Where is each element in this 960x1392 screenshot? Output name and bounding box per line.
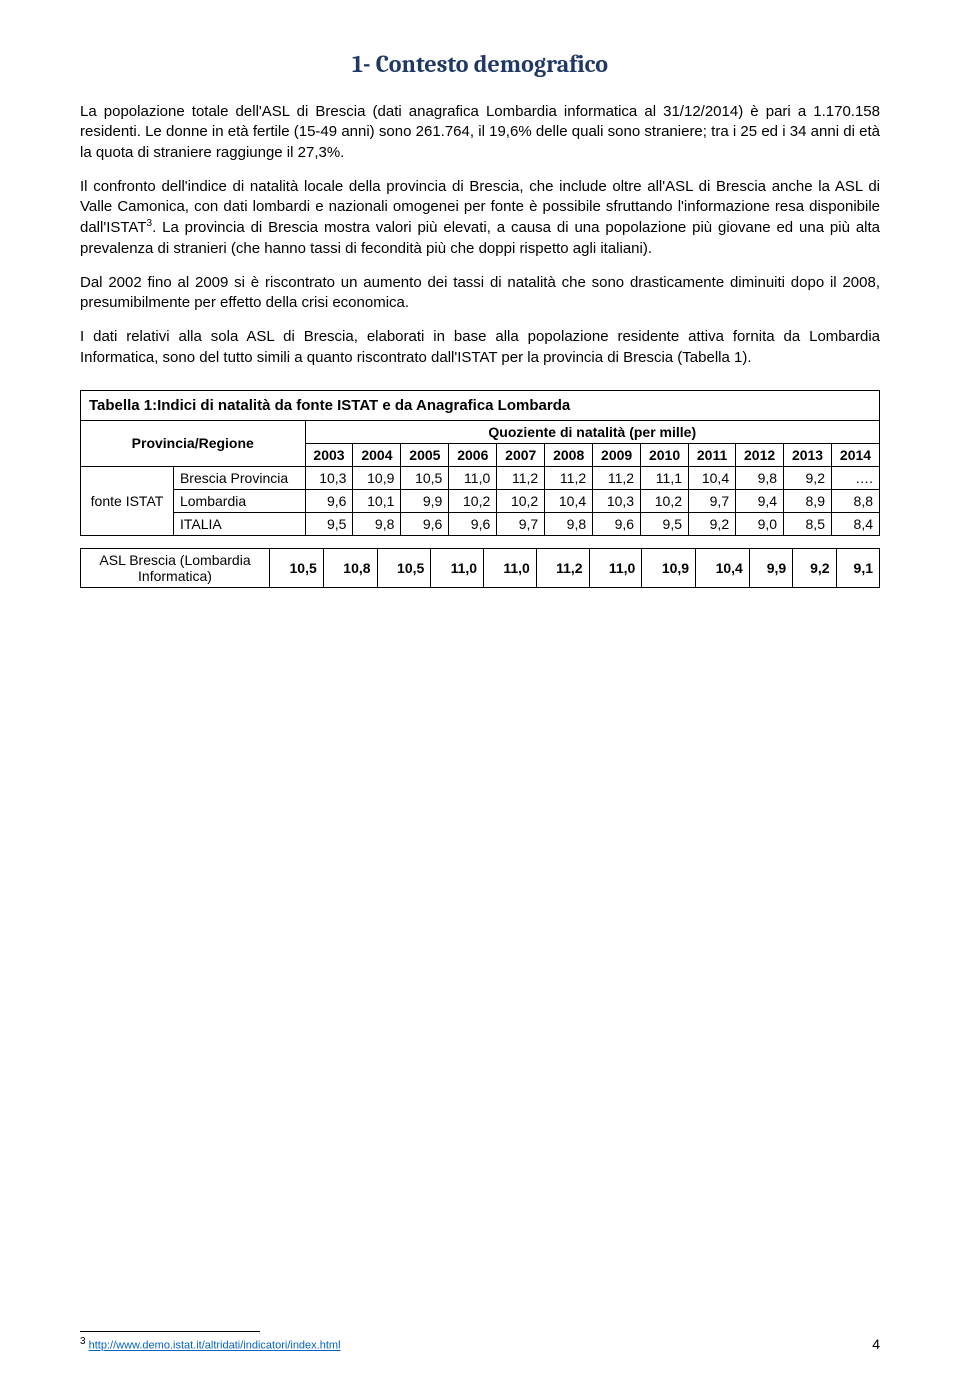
- year-cell: 2005: [401, 443, 449, 466]
- data-cell: 9,9: [401, 489, 449, 512]
- table-row: Lombardia 9,6 10,1 9,9 10,2 10,2 10,4 10…: [81, 489, 880, 512]
- data-cell: 9,8: [353, 512, 401, 535]
- data-cell: 9,5: [641, 512, 689, 535]
- data-cell: 11,0: [484, 548, 537, 587]
- year-cell: 2010: [641, 443, 689, 466]
- data-cell: 10,4: [545, 489, 593, 512]
- data-cell: 9,8: [545, 512, 593, 535]
- data-cell: 10,2: [641, 489, 689, 512]
- paragraph-3: Dal 2002 fino al 2009 si è riscontrato u…: [80, 273, 880, 314]
- footnote: 3 http://www.demo.istat.it/altridati/ind…: [80, 1331, 880, 1352]
- data-cell: 9,6: [305, 489, 353, 512]
- data-cell: 11,2: [593, 466, 641, 489]
- data-cell: 9,0: [736, 512, 784, 535]
- data-cell: 11,1: [641, 466, 689, 489]
- data-cell: 9,7: [497, 512, 545, 535]
- year-cell: 2006: [449, 443, 497, 466]
- data-cell: 9,7: [689, 489, 736, 512]
- data-cell: 10,2: [449, 489, 497, 512]
- table-1: Tabella 1:Indici di natalità da fonte IS…: [80, 390, 880, 536]
- data-cell: 11,0: [431, 548, 484, 587]
- data-cell: 10,2: [497, 489, 545, 512]
- data-cell: 8,8: [831, 489, 879, 512]
- page-title: 1- Contesto demografico: [80, 50, 880, 78]
- table-1-wrap: Tabella 1:Indici di natalità da fonte IS…: [80, 390, 880, 588]
- data-cell: 9,4: [736, 489, 784, 512]
- paragraph-2b: . La provincia di Brescia mostra valori …: [80, 219, 880, 256]
- year-cell: 2008: [545, 443, 593, 466]
- table-caption: Tabella 1:Indici di natalità da fonte IS…: [81, 390, 880, 420]
- summary-row: ASL Brescia (Lombardia Informatica) 10,5…: [81, 548, 880, 587]
- data-cell: 10,5: [377, 548, 431, 587]
- data-cell: 10,4: [689, 466, 736, 489]
- data-cell: 8,4: [831, 512, 879, 535]
- row-header-label: Provincia/Regione: [81, 420, 306, 466]
- year-cell: 2009: [593, 443, 641, 466]
- paragraph-4: I dati relativi alla sola ASL di Brescia…: [80, 327, 880, 368]
- year-cell: 2011: [689, 443, 736, 466]
- footnote-separator: [80, 1331, 260, 1332]
- group-header: Quoziente di natalità (per mille): [305, 420, 879, 443]
- year-cell: 2004: [353, 443, 401, 466]
- data-cell: 10,4: [696, 548, 750, 587]
- table-1-summary: ASL Brescia (Lombardia Informatica) 10,5…: [80, 548, 880, 588]
- data-cell: 11,0: [589, 548, 642, 587]
- data-cell: 10,5: [270, 548, 324, 587]
- document-page: 1- Contesto demografico La popolazione t…: [0, 0, 960, 1392]
- year-cell: 2012: [736, 443, 784, 466]
- year-cell: 2003: [305, 443, 353, 466]
- table-caption-row: Tabella 1:Indici di natalità da fonte IS…: [81, 390, 880, 420]
- data-cell: 10,1: [353, 489, 401, 512]
- data-cell: 10,8: [323, 548, 377, 587]
- data-cell: 10,3: [593, 489, 641, 512]
- row-label: Brescia Provincia: [173, 466, 305, 489]
- data-cell: 10,3: [305, 466, 353, 489]
- data-cell: 9,6: [593, 512, 641, 535]
- footnote-marker: 3: [80, 1336, 86, 1347]
- page-number: 4: [872, 1336, 880, 1352]
- table-row: fonte ISTAT Brescia Provincia 10,3 10,9 …: [81, 466, 880, 489]
- data-cell: 10,9: [642, 548, 696, 587]
- row-label: ITALIA: [173, 512, 305, 535]
- data-cell: 8,9: [784, 489, 832, 512]
- table-row: ITALIA 9,5 9,8 9,6 9,6 9,7 9,8 9,6 9,5 9…: [81, 512, 880, 535]
- data-cell: 9,1: [836, 548, 879, 587]
- data-cell: 11,0: [449, 466, 497, 489]
- year-cell: 2007: [497, 443, 545, 466]
- year-cell: 2014: [831, 443, 879, 466]
- paragraph-1: La popolazione totale dell'ASL di Bresci…: [80, 102, 880, 163]
- data-cell: ….: [831, 466, 879, 489]
- data-cell: 10,9: [353, 466, 401, 489]
- data-cell: 9,5: [305, 512, 353, 535]
- source-label: fonte ISTAT: [81, 466, 174, 535]
- data-cell: 10,5: [401, 466, 449, 489]
- data-cell: 9,2: [784, 466, 832, 489]
- data-cell: 11,2: [545, 466, 593, 489]
- summary-label: ASL Brescia (Lombardia Informatica): [81, 548, 270, 587]
- paragraph-2: Il confronto dell'indice di natalità loc…: [80, 177, 880, 259]
- data-cell: 9,6: [401, 512, 449, 535]
- data-cell: 8,5: [784, 512, 832, 535]
- table-header-row-1: Provincia/Regione Quoziente di natalità …: [81, 420, 880, 443]
- data-cell: 11,2: [497, 466, 545, 489]
- year-cell: 2013: [784, 443, 832, 466]
- data-cell: 9,8: [736, 466, 784, 489]
- footnote-link[interactable]: http://www.demo.istat.it/altridati/indic…: [89, 1340, 341, 1352]
- data-cell: 9,2: [689, 512, 736, 535]
- data-cell: 11,2: [536, 548, 589, 587]
- data-cell: 9,2: [793, 548, 836, 587]
- row-label: Lombardia: [173, 489, 305, 512]
- data-cell: 9,6: [449, 512, 497, 535]
- data-cell: 9,9: [749, 548, 792, 587]
